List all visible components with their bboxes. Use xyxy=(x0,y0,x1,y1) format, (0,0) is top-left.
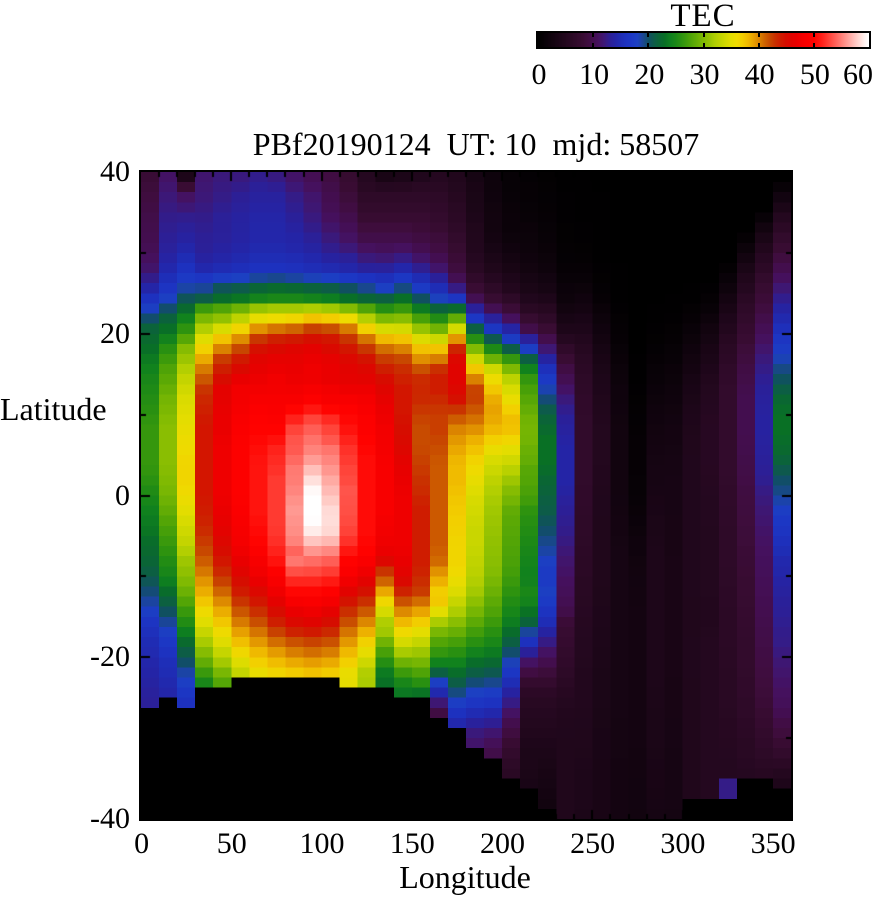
x-tick-label: 300 xyxy=(660,827,706,860)
plot-title: PBf20190124 UT: 10 mjd: 58507 xyxy=(252,126,700,162)
y-tick-label: 0 xyxy=(115,478,130,512)
colorbar-frame xyxy=(536,31,871,49)
x-tick-label: 150 xyxy=(389,827,435,860)
y-tick-label: -40 xyxy=(90,802,130,835)
colorbar-tick-label: 60 xyxy=(843,58,873,91)
x-tick-label: 50 xyxy=(216,827,247,860)
plot-frame xyxy=(139,170,793,821)
colorbar-tick-label: 40 xyxy=(744,58,775,91)
y-tick-label: 20 xyxy=(100,316,130,350)
x-axis-title: Longitude xyxy=(399,859,531,895)
x-tick-label: 350 xyxy=(750,827,796,860)
y-tick-label: -20 xyxy=(90,640,130,674)
y-tick-label: 40 xyxy=(100,155,130,188)
colorbar-tick-label: 20 xyxy=(634,58,665,91)
colorbar-tick-label: 30 xyxy=(689,58,720,91)
colorbar-gradient xyxy=(538,33,869,47)
x-tick-label: 100 xyxy=(299,827,345,860)
axis-ticks-canvas xyxy=(141,172,791,819)
x-tick-label: 250 xyxy=(570,827,616,860)
y-axis-title: Latitude xyxy=(0,391,107,427)
x-tick-label: 200 xyxy=(479,827,525,860)
colorbar-tick-label: 50 xyxy=(799,58,830,91)
colorbar-tick-label: 10 xyxy=(579,58,610,91)
x-tick-label: 0 xyxy=(134,827,150,860)
colorbar-tick-label: 0 xyxy=(531,58,547,91)
colorbar-title: TEC xyxy=(670,0,736,34)
